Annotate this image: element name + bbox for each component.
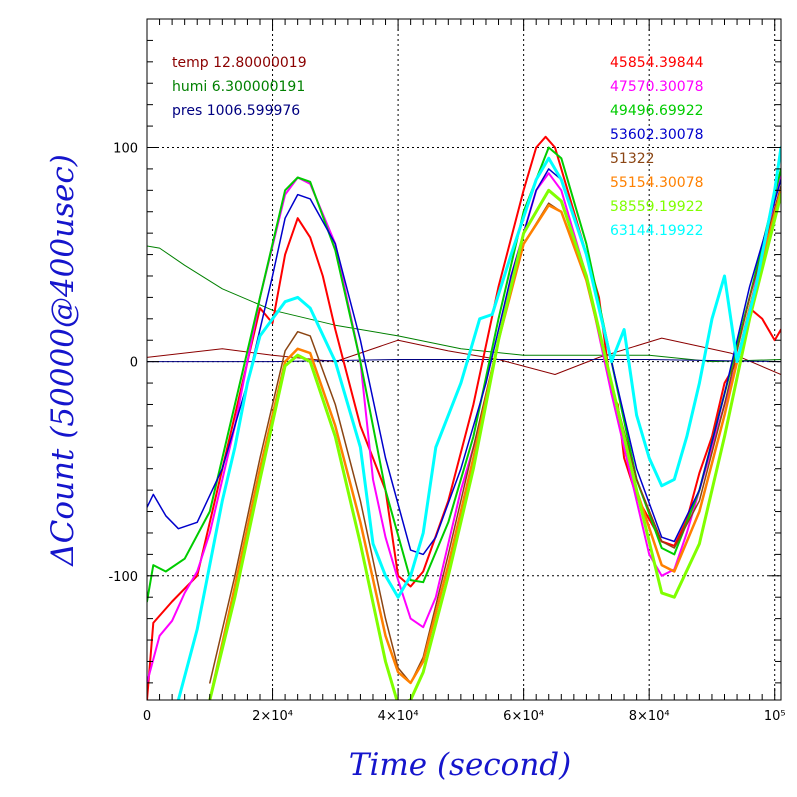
series-line-8 bbox=[208, 189, 781, 700]
legend: temp 12.80000019 humi 6.300000191 pres 100… bbox=[172, 55, 704, 239]
series-line-9 bbox=[208, 188, 781, 700]
x-tick-label: 0 bbox=[143, 709, 151, 724]
legend-left-entry: temp 12.80000019 bbox=[172, 55, 307, 71]
plot-frame bbox=[146, 18, 782, 701]
x-tick-label: 6×10⁴ bbox=[503, 709, 544, 724]
series-line-5 bbox=[147, 146, 781, 603]
series-line-7 bbox=[209, 185, 781, 684]
legend-right-entry: 55154.30078 bbox=[610, 175, 704, 191]
series-line-10 bbox=[176, 146, 781, 700]
legend-left-entry: pres 1006.599976 bbox=[172, 103, 300, 119]
legend-right-entry: 45854.39844 bbox=[610, 55, 704, 71]
x-tick-label: 2×10⁴ bbox=[252, 709, 293, 724]
legend-right-entry: 47570.30078 bbox=[610, 79, 704, 95]
series-layer bbox=[147, 135, 781, 700]
legend-right-entry: 51322 bbox=[610, 151, 655, 167]
legend-right-entry: 63144.19922 bbox=[610, 223, 704, 239]
series-line-1 bbox=[147, 245, 781, 363]
legend-right-entry: 49496.69922 bbox=[610, 103, 704, 119]
x-axis-title: Time (second) bbox=[349, 747, 571, 783]
y-tick-label: 100 bbox=[113, 141, 138, 156]
ticks: 0 2×10⁴ 4×10⁴ 6×10⁴ 8×10⁴ 10⁵ -100 0 100 bbox=[108, 19, 786, 724]
x-tick-label: 4×10⁴ bbox=[378, 709, 419, 724]
y-tick-label: -100 bbox=[108, 570, 138, 585]
y-tick-label: 0 bbox=[130, 356, 138, 371]
y-axis-title: ΔCount (50000@400usec) bbox=[45, 154, 81, 567]
legend-right-entry: 53602.30078 bbox=[610, 127, 704, 143]
legend-left-entry: humi 6.300000191 bbox=[172, 79, 305, 95]
series-line-6 bbox=[147, 168, 781, 556]
legend-right-entry: 58559.19922 bbox=[610, 199, 704, 215]
x-tick-label: 8×10⁴ bbox=[629, 709, 670, 724]
x-tick-label: 10⁵ bbox=[764, 709, 786, 724]
series-line-2 bbox=[147, 359, 781, 363]
series-line-0 bbox=[147, 337, 781, 375]
